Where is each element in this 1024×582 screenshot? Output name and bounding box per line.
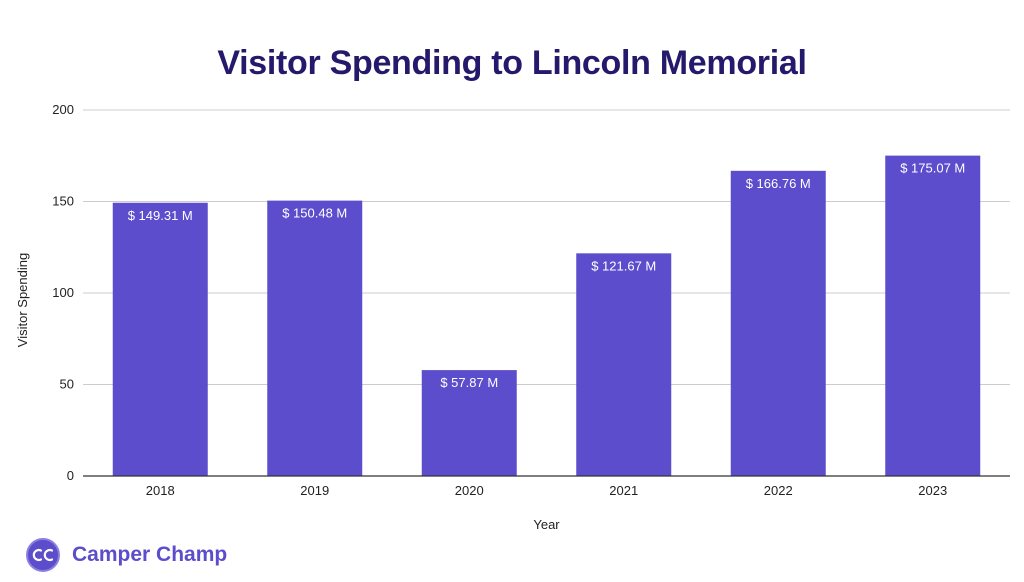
- bar: [112, 202, 208, 476]
- x-tick-label: 2021: [609, 483, 638, 498]
- bar: [421, 370, 517, 476]
- x-tick-label: 2020: [455, 483, 484, 498]
- y-tick-label: 100: [52, 285, 74, 300]
- bar: [267, 200, 363, 477]
- x-tick-label: 2022: [764, 483, 793, 498]
- bar: [730, 170, 826, 476]
- bar: [576, 253, 672, 476]
- chart-title: Visitor Spending to Lincoln Memorial: [217, 44, 807, 82]
- bar-data-label: $ 57.87 M: [440, 375, 498, 390]
- brand: Camper Champ: [26, 537, 227, 573]
- x-tick-label: 2018: [146, 483, 175, 498]
- y-tick-label: 150: [52, 194, 74, 209]
- bar-data-label: $ 166.76 M: [746, 176, 811, 191]
- bar: [885, 155, 981, 477]
- bar-data-label: $ 150.48 M: [282, 206, 347, 221]
- brand-name: Camper Champ: [72, 543, 228, 566]
- y-tick-label: 200: [52, 102, 74, 117]
- x-tick-label: 2019: [300, 483, 329, 498]
- bar-data-label: $ 175.07 M: [900, 161, 965, 176]
- x-tick-label: 2023: [918, 483, 947, 498]
- y-axis-title: Visitor Spending: [15, 253, 30, 347]
- bar-data-label: $ 149.31 M: [128, 208, 193, 223]
- y-tick-label: 0: [67, 468, 74, 483]
- bar-data-label: $ 121.67 M: [591, 258, 656, 273]
- y-tick-label: 50: [60, 377, 74, 392]
- camper-champ-logo-icon: [26, 538, 60, 572]
- x-axis-title: Year: [533, 517, 560, 532]
- cc-logo-glyph: [32, 548, 54, 562]
